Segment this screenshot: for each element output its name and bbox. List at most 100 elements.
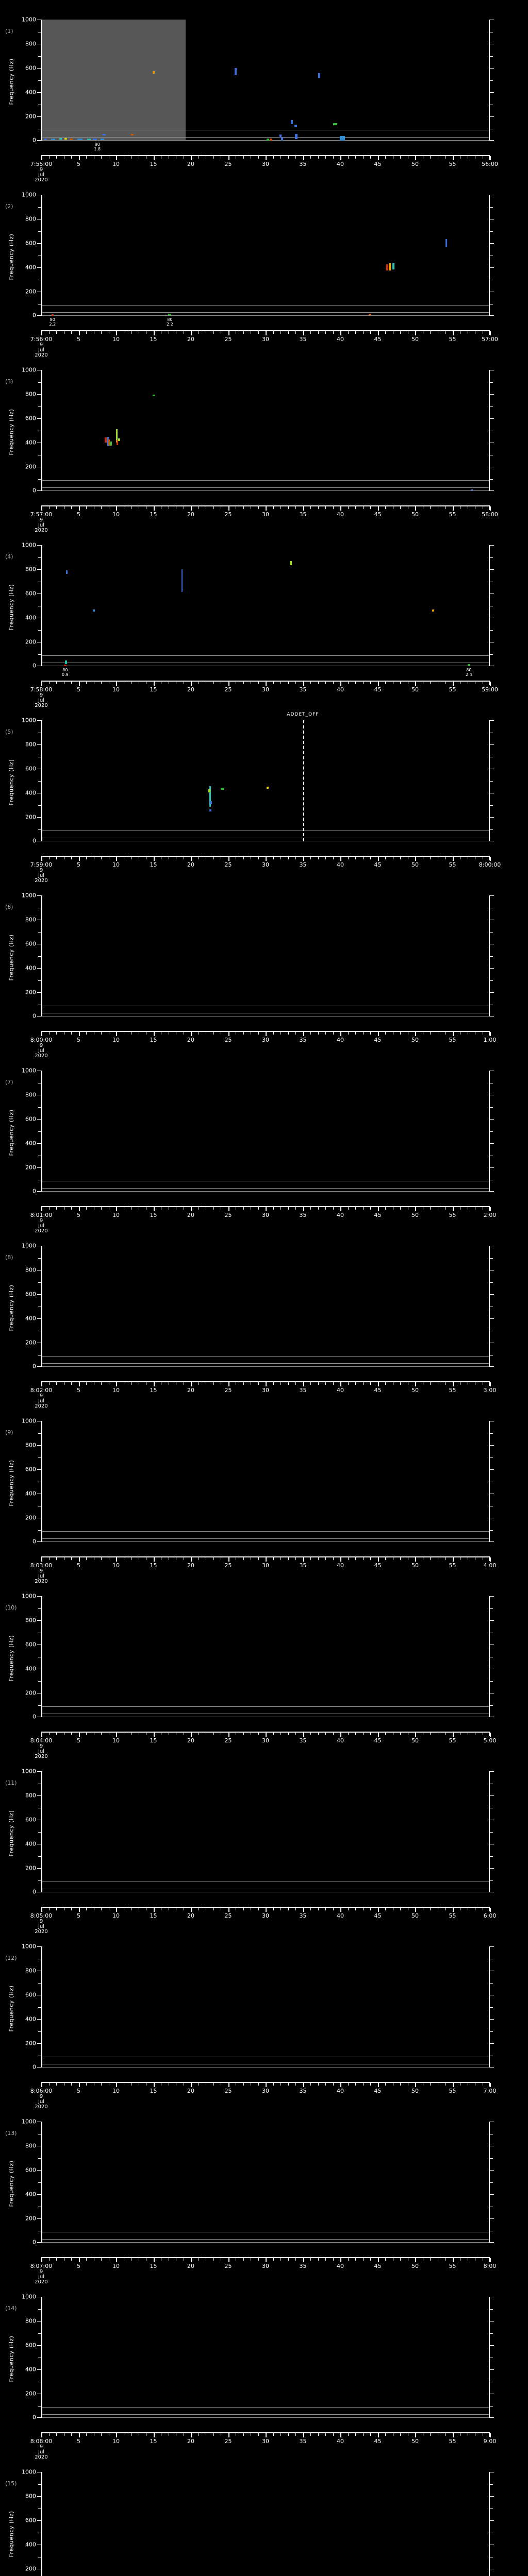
y-axis-tick-right xyxy=(490,744,494,745)
plot-canvas xyxy=(41,2472,490,2576)
time-axis-tick xyxy=(153,1908,155,1912)
y-axis-tick-right xyxy=(490,1795,494,1796)
date-stack: 9 Jul 2020 xyxy=(30,1218,53,1234)
time-axis-tick xyxy=(228,2083,229,2087)
time-axis-label: 25 xyxy=(224,2263,232,2269)
time-axis-tick xyxy=(340,1032,341,1036)
time-axis-tick xyxy=(273,1382,274,1385)
y-axis-tick-label: 0 xyxy=(32,1188,36,1195)
y-axis-tick-label: 600 xyxy=(25,2517,36,2524)
y-axis-title: Frequency (Hz) xyxy=(8,409,15,455)
spectrogram-panel: (3) Frequency (Hz) 0 200 400 600 800 1000 7:57:0… xyxy=(0,359,528,534)
date-line: 2020 xyxy=(35,2279,48,2285)
time-axis-tick xyxy=(71,506,72,509)
y-axis-tick-label: 1000 xyxy=(22,2293,36,2300)
time-axis-tick xyxy=(325,156,326,159)
y-axis-tick-right xyxy=(490,80,493,81)
time-axis-tick xyxy=(333,1382,334,1385)
time-axis-tick xyxy=(430,331,431,334)
detection-mark xyxy=(368,314,371,316)
time-axis-tick xyxy=(430,506,431,509)
time-axis-tick xyxy=(228,2433,229,2437)
time-axis-label: 20 xyxy=(187,1912,194,1919)
time-axis-tick xyxy=(48,331,50,334)
time-axis-tick xyxy=(153,1557,155,1562)
y-axis-spine-right xyxy=(489,895,490,1016)
time-axis-label: 40 xyxy=(337,2263,344,2269)
y-axis-tick-label: 400 xyxy=(25,1840,36,1848)
time-axis-cap-left xyxy=(41,155,42,160)
detection-mark xyxy=(209,786,211,807)
time-axis-tick xyxy=(71,1207,72,1210)
y-axis-tick-label: 1000 xyxy=(22,1067,36,1074)
date-line: 9 xyxy=(39,1919,43,1924)
time-axis-tick xyxy=(400,2433,401,2436)
threshold-annotation: 80 0.9 xyxy=(62,668,69,677)
y-axis-tick xyxy=(38,382,41,383)
time-axis-tick xyxy=(243,506,244,509)
y-axis-tick xyxy=(38,630,41,631)
time-axis-tick xyxy=(325,2258,326,2261)
time-axis-tick xyxy=(273,2083,274,2086)
y-axis-tick xyxy=(37,92,41,93)
time-axis-label: 20 xyxy=(187,2088,194,2094)
detection-mark xyxy=(64,138,68,140)
time-axis-tick xyxy=(415,1382,416,1386)
time-axis-tick xyxy=(377,506,379,511)
y-axis-tick-right xyxy=(490,2158,493,2159)
y-axis-spine-right xyxy=(489,370,490,491)
time-axis-label: 30 xyxy=(262,1562,269,1569)
time-axis-label: 8:07:00 xyxy=(30,2263,53,2269)
time-axis-label: 40 xyxy=(337,1037,344,1043)
y-axis-tick xyxy=(38,956,41,957)
y-axis-spine-right xyxy=(489,1421,490,1542)
y-axis-tick-label: 200 xyxy=(25,814,36,821)
time-axis-tick xyxy=(430,2433,431,2436)
time-axis-label: 8:06:00 xyxy=(30,2088,53,2094)
time-axis-tick xyxy=(333,1557,334,1560)
time-axis-label: 5 xyxy=(77,511,80,518)
time-axis-tick xyxy=(191,2433,192,2437)
time-axis-tick xyxy=(191,1032,192,1036)
time-axis-tick xyxy=(101,1382,102,1385)
y-axis-tick xyxy=(37,1868,41,1869)
time-axis-tick xyxy=(385,2433,386,2436)
time-axis-label: 25 xyxy=(224,161,232,167)
time-axis-label: 40 xyxy=(337,686,344,693)
time-axis-tick xyxy=(153,1733,155,1737)
time-axis-tick xyxy=(385,2258,386,2261)
time-axis-label: 15 xyxy=(150,2438,157,2445)
time-axis-tick xyxy=(213,1382,214,1385)
y-axis-tick-label: 200 xyxy=(25,2565,36,2572)
y-axis-tick-right xyxy=(490,2182,493,2183)
time-axis-tick xyxy=(348,682,349,684)
time-axis-tick xyxy=(452,1382,454,1386)
time-axis-tick xyxy=(303,857,304,861)
y-axis-tick xyxy=(38,231,41,232)
y-axis-tick xyxy=(38,1258,41,1259)
time-axis-tick xyxy=(213,331,214,334)
time-axis-tick xyxy=(340,1557,341,1562)
time-axis-tick xyxy=(71,2083,72,2086)
time-axis-cap-left xyxy=(41,1556,42,1561)
time-axis-tick xyxy=(56,156,57,159)
time-axis-tick xyxy=(280,1032,281,1035)
y-axis-tick-right xyxy=(490,1608,493,1609)
time-axis-tick xyxy=(243,1207,244,1210)
plot-canvas xyxy=(41,370,490,491)
time-axis-tick xyxy=(280,2258,281,2261)
y-axis-tick-label: 0 xyxy=(32,487,36,494)
detection-mark xyxy=(117,439,119,445)
time-axis-tick xyxy=(86,1557,87,1560)
time-axis-label: 55 xyxy=(449,511,456,518)
y-axis-spine-left xyxy=(41,20,42,141)
time-axis-label: 55 xyxy=(449,1912,456,1919)
y-axis-spine-left xyxy=(41,1246,42,1367)
time-axis-tick xyxy=(266,2433,267,2437)
time-axis-tick xyxy=(355,1207,356,1210)
y-axis-tick-right xyxy=(490,490,494,491)
time-axis-tick xyxy=(385,1032,386,1035)
time-axis-tick xyxy=(86,1908,87,1910)
time-axis-tick xyxy=(325,1207,326,1210)
time-axis-tick xyxy=(295,1733,296,1735)
